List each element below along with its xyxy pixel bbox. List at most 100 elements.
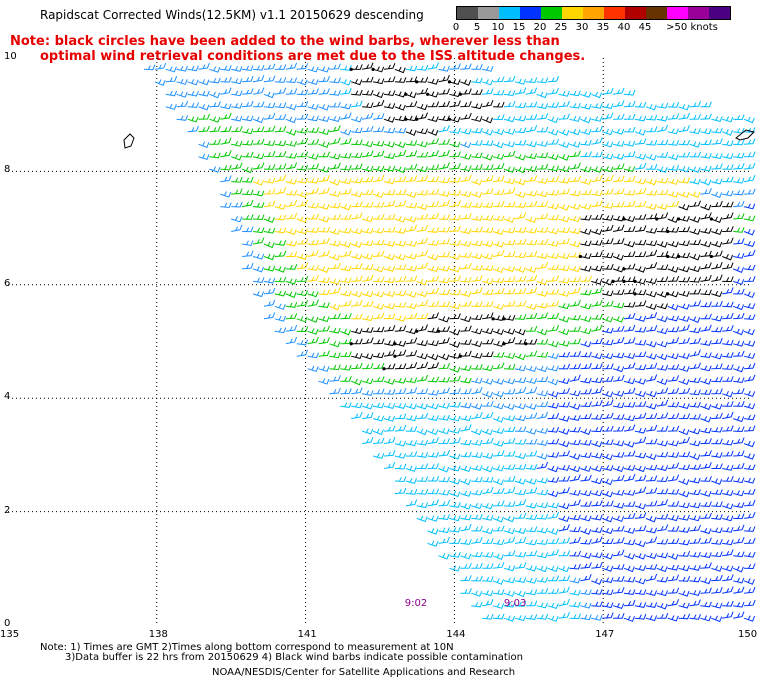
wind-barb (263, 164, 276, 170)
wind-barb (525, 216, 537, 224)
wind-barb (525, 303, 537, 310)
wind-barb (547, 312, 560, 320)
wind-barb (492, 228, 505, 236)
wind-barb (733, 524, 745, 532)
wind-barb (744, 489, 756, 495)
wind-barb (394, 253, 406, 261)
wind-barb (689, 265, 701, 273)
wind-barb (547, 264, 560, 271)
wind-barb (373, 376, 385, 382)
wind-barb (438, 465, 450, 473)
wind-barb (656, 189, 669, 196)
wind-barb (733, 189, 745, 196)
wind-barb (372, 91, 384, 99)
wind-barb (634, 214, 647, 220)
wind-barb (449, 266, 461, 273)
wind-barb (700, 165, 712, 172)
wind-barb (591, 175, 603, 183)
wind-barb (591, 478, 603, 485)
wind-barb (285, 324, 298, 332)
wind-barb (252, 75, 265, 83)
wind-barb (623, 387, 636, 395)
contamination-dot (622, 217, 626, 221)
wind-barb (580, 91, 592, 98)
wind-barb (558, 515, 570, 523)
wind-barb (656, 440, 668, 447)
scale-swatch (688, 7, 709, 19)
wind-barb (645, 615, 658, 622)
wind-barb (678, 365, 690, 372)
wind-barb (733, 328, 744, 336)
wind-barb (678, 539, 690, 546)
wind-barb (482, 140, 494, 146)
wind-barb (580, 166, 592, 173)
wind-barb (460, 153, 472, 160)
wind-barb (678, 324, 690, 332)
wind-barb (482, 300, 494, 307)
wind-barb (438, 265, 450, 272)
wind-barb (438, 438, 450, 445)
wind-barb (394, 200, 407, 208)
wind-barb (613, 113, 625, 120)
wind-barb (656, 353, 668, 361)
wind-barb (602, 174, 614, 183)
wind-barb (503, 227, 516, 234)
wind-barb (656, 476, 669, 483)
contamination-dot (611, 279, 615, 283)
wind-barb (547, 203, 559, 210)
wind-barb (471, 140, 483, 146)
wind-barb (362, 363, 374, 370)
scale-swatch (667, 7, 688, 19)
wind-barb (580, 428, 592, 436)
wind-barb (580, 528, 592, 535)
wind-barb (460, 191, 472, 198)
wind-barb (656, 177, 669, 184)
wind-barb (580, 490, 592, 497)
wind-barb (525, 550, 538, 557)
wind-barb (231, 126, 243, 133)
wind-barb (165, 103, 177, 110)
wind-barb (580, 552, 592, 559)
wind-barb (547, 353, 559, 360)
contamination-dot (502, 317, 506, 321)
wind-barb (427, 240, 439, 246)
wind-barb (667, 191, 679, 198)
wind-barb (329, 262, 341, 270)
scale-tick-label: 5 (473, 22, 481, 33)
wind-barb (449, 401, 461, 408)
wind-barb (591, 562, 603, 569)
wind-barb (623, 539, 636, 546)
wind-barb (329, 375, 341, 382)
wind-barb (645, 390, 657, 398)
wind-barb (569, 589, 581, 596)
wind-barb (263, 188, 276, 195)
wind-barb (711, 489, 723, 495)
wind-barb (580, 602, 592, 609)
wind-barb (361, 403, 374, 410)
wind-barb (634, 339, 647, 346)
wind-barb (362, 337, 374, 345)
wind-barb (711, 376, 723, 383)
wind-barb (504, 201, 516, 208)
wind-barb (645, 527, 658, 534)
wind-barb (460, 315, 472, 323)
wind-barb (591, 414, 603, 420)
wind-barb (329, 77, 341, 84)
wind-barb (602, 553, 614, 560)
wind-barb (471, 412, 483, 420)
wind-barb (340, 290, 352, 297)
wind-barb (569, 128, 581, 136)
wind-barb (329, 352, 341, 359)
wind-barb (634, 602, 647, 608)
wind-barb (351, 228, 363, 235)
wind-barb (623, 200, 636, 208)
wind-barb (656, 341, 668, 348)
wind-barb (394, 315, 407, 322)
wind-barb (449, 552, 461, 558)
wind-barb (209, 116, 221, 123)
wind-barb (536, 489, 549, 496)
wind-barb (460, 503, 472, 510)
wind-barb (656, 387, 669, 395)
wind-barb (285, 199, 298, 208)
wind-barb (569, 601, 581, 608)
